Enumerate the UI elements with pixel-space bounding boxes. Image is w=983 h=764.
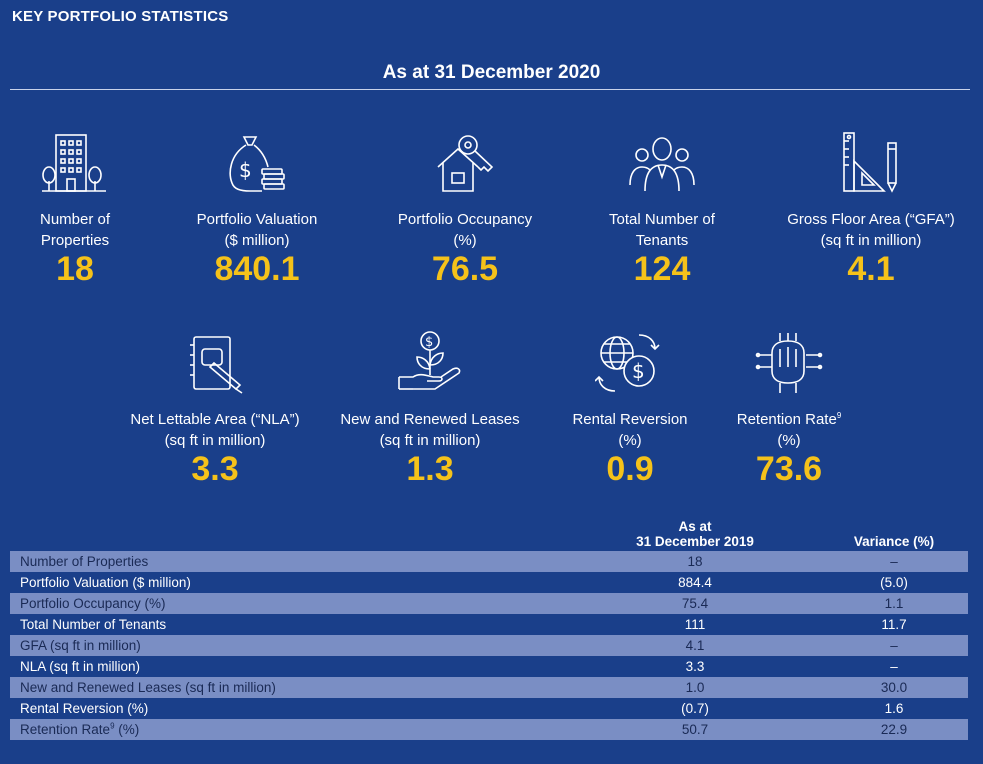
value-2019-cell: 4.1 bbox=[570, 635, 820, 656]
svg-text:$: $ bbox=[239, 158, 252, 182]
house-key-icon bbox=[365, 125, 565, 195]
metric-column-header bbox=[10, 519, 570, 551]
variance-cell: 1.1 bbox=[820, 593, 968, 614]
stat-rental-reversion: $ Rental Reversion (%) 0.9 bbox=[530, 325, 730, 487]
metric-cell: GFA (sq ft in million) bbox=[10, 635, 570, 656]
money-bag-icon: $ bbox=[157, 125, 357, 195]
notepad-pen-icon bbox=[115, 325, 315, 395]
stat-gross-floor-area: Gross Floor Area (“GFA”) (sq ft in milli… bbox=[771, 125, 971, 287]
metric-cell: NLA (sq ft in million) bbox=[10, 656, 570, 677]
variance-cell: – bbox=[820, 635, 968, 656]
svg-text:$: $ bbox=[425, 335, 433, 350]
table-row: Portfolio Valuation ($ million) 884.4 (5… bbox=[10, 572, 968, 593]
metric-cell: Number of Properties bbox=[10, 551, 570, 572]
ruler-triangle-icon bbox=[771, 125, 971, 195]
stat-label-line1: Number of bbox=[39, 211, 111, 228]
table-row: GFA (sq ft in million) 4.1 – bbox=[10, 635, 968, 656]
stat-net-lettable-area: Net Lettable Area (“NLA”) (sq ft in mill… bbox=[115, 325, 315, 487]
stat-label-line2: Tenants bbox=[635, 232, 689, 249]
table-row: Number of Properties 18 – bbox=[10, 551, 968, 572]
table-header-row: As at 31 December 2019 Variance (%) bbox=[10, 519, 968, 551]
stat-label-line2: (sq ft in million) bbox=[164, 432, 266, 449]
table-row: Retention Rate9 (%) 50.7 22.9 bbox=[10, 719, 968, 740]
stat-value: 4.1 bbox=[847, 250, 895, 288]
stat-portfolio-occupancy: Portfolio Occupancy (%) 76.5 bbox=[365, 125, 565, 287]
stat-label-line1: Retention Rate bbox=[736, 411, 837, 428]
hands-together-icon bbox=[689, 325, 889, 395]
stat-label-line1: New and Renewed Leases bbox=[340, 411, 520, 428]
metric-suffix: (%) bbox=[114, 722, 140, 737]
stat-value: 124 bbox=[633, 250, 691, 288]
metric-cell: New and Renewed Leases (sq ft in million… bbox=[10, 677, 570, 698]
stat-label-line2: (%) bbox=[777, 432, 801, 449]
stat-value: 76.5 bbox=[431, 250, 499, 288]
metric-cell: Portfolio Occupancy (%) bbox=[10, 593, 570, 614]
variance-cell: (5.0) bbox=[820, 572, 968, 593]
stat-value: 0.9 bbox=[606, 450, 654, 488]
stat-retention-rate: Retention Rate9 (%) 73.6 bbox=[689, 325, 889, 487]
variance-cell: 11.7 bbox=[820, 614, 968, 635]
value-2019-cell: 50.7 bbox=[570, 719, 820, 740]
stat-new-renewed-leases: $ New and Renewed Leases (sq ft in milli… bbox=[330, 325, 530, 487]
metric-cell: Total Number of Tenants bbox=[10, 614, 570, 635]
table-row: Rental Reversion (%) (0.7) 1.6 bbox=[10, 698, 968, 719]
stat-value: 3.3 bbox=[191, 450, 239, 488]
stat-label-line2: Properties bbox=[40, 232, 110, 249]
stat-label-line1: Rental Reversion bbox=[572, 411, 688, 428]
stat-total-tenants: Total Number of Tenants 124 bbox=[562, 125, 762, 287]
table-row: New and Renewed Leases (sq ft in million… bbox=[10, 677, 968, 698]
column-header-2019-line1: As at bbox=[678, 519, 712, 534]
stat-label-line1: Gross Floor Area (“GFA”) bbox=[787, 211, 955, 228]
stat-label-line2: (sq ft in million) bbox=[820, 232, 922, 249]
column-header-variance: Variance (%) bbox=[853, 534, 935, 549]
table-row: Total Number of Tenants 111 11.7 bbox=[10, 614, 968, 635]
stat-label-line1: Net Lettable Area (“NLA”) bbox=[130, 411, 300, 428]
value-2019-cell: 884.4 bbox=[570, 572, 820, 593]
footnote-marker: 9 bbox=[836, 411, 842, 420]
globe-dollar-icon: $ bbox=[530, 325, 730, 395]
value-2019-cell: 18 bbox=[570, 551, 820, 572]
stat-label-line1: Total Number of bbox=[609, 211, 715, 228]
column-header-2019: As at 31 December 2019 bbox=[570, 519, 820, 551]
stat-label-line2: ($ million) bbox=[224, 232, 290, 249]
svg-text:$: $ bbox=[632, 359, 645, 383]
table-row: Portfolio Occupancy (%) 75.4 1.1 bbox=[10, 593, 968, 614]
column-header-2019-line2: 31 December 2019 bbox=[636, 534, 754, 549]
variance-cell: 22.9 bbox=[820, 719, 968, 740]
metric-text: Retention Rate bbox=[20, 722, 111, 737]
table-row: NLA (sq ft in million) 3.3 – bbox=[10, 656, 968, 677]
building-icon bbox=[0, 125, 175, 195]
stat-label-line2: (%) bbox=[618, 432, 642, 449]
section-title: KEY PORTFOLIO STATISTICS bbox=[12, 8, 229, 25]
stat-value: 18 bbox=[56, 250, 94, 288]
stat-label-line1: Portfolio Valuation bbox=[196, 211, 318, 228]
stat-value: 840.1 bbox=[214, 250, 300, 288]
value-2019-cell: 1.0 bbox=[570, 677, 820, 698]
divider-rule bbox=[10, 89, 970, 90]
value-2019-cell: (0.7) bbox=[570, 698, 820, 719]
footnote-marker: 9 bbox=[110, 721, 115, 731]
variance-cell: 30.0 bbox=[820, 677, 968, 698]
hand-plant-dollar-icon: $ bbox=[330, 325, 530, 395]
stat-portfolio-valuation: $ Portfolio Valuation ($ million) 840.1 bbox=[157, 125, 357, 287]
stat-label-line2: (sq ft in million) bbox=[379, 432, 481, 449]
variance-cell: – bbox=[820, 656, 968, 677]
people-icon bbox=[562, 125, 762, 195]
stat-label-line2: (%) bbox=[453, 232, 477, 249]
stat-value: 1.3 bbox=[406, 450, 454, 488]
stat-value: 73.6 bbox=[755, 450, 823, 488]
metric-cell: Portfolio Valuation ($ million) bbox=[10, 572, 570, 593]
comparison-table: As at 31 December 2019 Variance (%) Numb… bbox=[10, 519, 968, 740]
value-2019-cell: 75.4 bbox=[570, 593, 820, 614]
as-at-date-heading: As at 31 December 2020 bbox=[382, 62, 601, 83]
metric-cell: Retention Rate9 (%) bbox=[10, 719, 570, 740]
value-2019-cell: 3.3 bbox=[570, 656, 820, 677]
stat-label-line1: Portfolio Occupancy bbox=[397, 211, 533, 228]
variance-cell: – bbox=[820, 551, 968, 572]
variance-cell: 1.6 bbox=[820, 698, 968, 719]
stat-number-of-properties: Number of Properties 18 bbox=[0, 125, 175, 287]
metric-cell: Rental Reversion (%) bbox=[10, 698, 570, 719]
value-2019-cell: 111 bbox=[570, 614, 820, 635]
